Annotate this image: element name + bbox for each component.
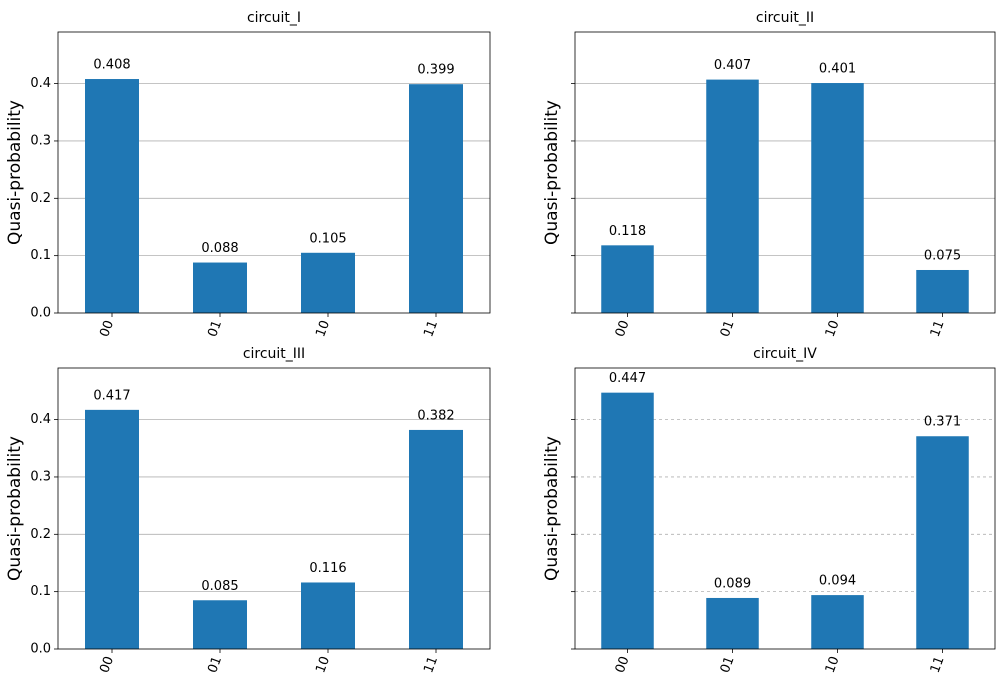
y-tick-label: 0.2 [30, 191, 51, 206]
x-tick-label: 10 [823, 318, 843, 339]
x-tick-label: 10 [313, 318, 333, 339]
subplot-1: 0.408 00 0.088 01 0.105 10 0.399 11 0.0 0.1 0.2 0.3… [5, 10, 491, 339]
bar-value-label: 0.088 [201, 241, 238, 256]
bar-value-label: 0.105 [309, 231, 346, 246]
axes-frame [574, 367, 996, 650]
y-tick-label: 0.1 [30, 248, 51, 263]
y-axis-label: Quasi-probability [542, 100, 562, 245]
bar-value-label: 0.085 [201, 579, 238, 594]
bar-value-label: 0.089 [714, 576, 751, 591]
subplot-title: circuit_I [247, 10, 301, 26]
bar-00 [85, 409, 139, 649]
bar-value-label: 0.094 [819, 574, 856, 589]
y-tick-label: 0.0 [30, 642, 51, 657]
bar-value-label: 0.371 [924, 415, 961, 430]
bar-10 [811, 83, 864, 313]
bar-value-label: 0.382 [417, 408, 454, 423]
bar-01 [706, 79, 759, 313]
y-tick-label: 0.3 [30, 133, 51, 148]
y-tick-label: 0.3 [30, 469, 51, 484]
y-tick-label: 0.4 [30, 412, 51, 427]
bar-10 [301, 582, 355, 649]
x-tick-label: 01 [205, 654, 225, 675]
bar-value-label: 0.075 [924, 248, 961, 263]
subplot-2: 0.118 00 0.407 01 0.401 10 0.075 11 circuit_II Qu… [542, 10, 996, 339]
axes-frame [57, 31, 491, 314]
bar-11 [409, 84, 463, 313]
bar-01 [193, 600, 247, 649]
x-tick-label: 11 [928, 654, 948, 675]
x-tick-label: 10 [823, 654, 843, 675]
subplot-4: 0.447 00 0.089 01 0.094 10 0.371 11 circuit_IV Qu… [542, 346, 996, 675]
x-tick-label: 10 [313, 654, 333, 675]
y-tick-label: 0.1 [30, 584, 51, 599]
bar-value-label: 0.118 [609, 224, 646, 239]
bar-11 [916, 269, 969, 313]
bar-value-label: 0.116 [309, 561, 346, 576]
bar-00 [85, 79, 139, 313]
bar-00 [601, 245, 654, 313]
x-tick-label: 11 [421, 654, 441, 675]
axes-frame [574, 31, 996, 314]
bar-11 [916, 436, 969, 649]
x-tick-label: 01 [718, 318, 738, 339]
y-axis-label: Quasi-probability [542, 436, 562, 581]
bar-value-label: 0.417 [93, 388, 130, 403]
subplot-title: circuit_IV [753, 346, 817, 362]
bar-value-label: 0.401 [819, 62, 856, 77]
y-axis-label: Quasi-probability [5, 436, 25, 581]
bar-01 [706, 597, 759, 649]
bar-value-label: 0.408 [93, 58, 130, 73]
axes-frame [57, 367, 491, 650]
subplot-3: 0.417 00 0.085 01 0.116 10 0.382 11 0.0 0.1 0.2 0.3… [5, 346, 491, 675]
x-tick-label: 00 [97, 654, 117, 675]
bar-value-label: 0.399 [417, 63, 454, 78]
x-tick-label: 00 [97, 318, 117, 339]
x-tick-label: 11 [421, 318, 441, 339]
bar-01 [193, 262, 247, 313]
y-tick-label: 0.2 [30, 527, 51, 542]
y-axis-label: Quasi-probability [5, 100, 25, 245]
subplot-title: circuit_II [756, 10, 814, 26]
bar-value-label: 0.447 [609, 371, 646, 386]
x-tick-label: 11 [928, 318, 948, 339]
bar-value-label: 0.407 [714, 58, 751, 73]
subplot-title: circuit_III [243, 346, 305, 362]
x-tick-label: 01 [205, 318, 225, 339]
y-tick-label: 0.4 [30, 76, 51, 91]
bar-10 [811, 595, 864, 649]
x-tick-label: 00 [613, 318, 633, 339]
bar-11 [409, 429, 463, 649]
x-tick-label: 00 [613, 654, 633, 675]
bar-10 [301, 252, 355, 313]
y-tick-label: 0.0 [30, 306, 51, 321]
bar-00 [601, 392, 654, 649]
x-tick-label: 01 [718, 654, 738, 675]
